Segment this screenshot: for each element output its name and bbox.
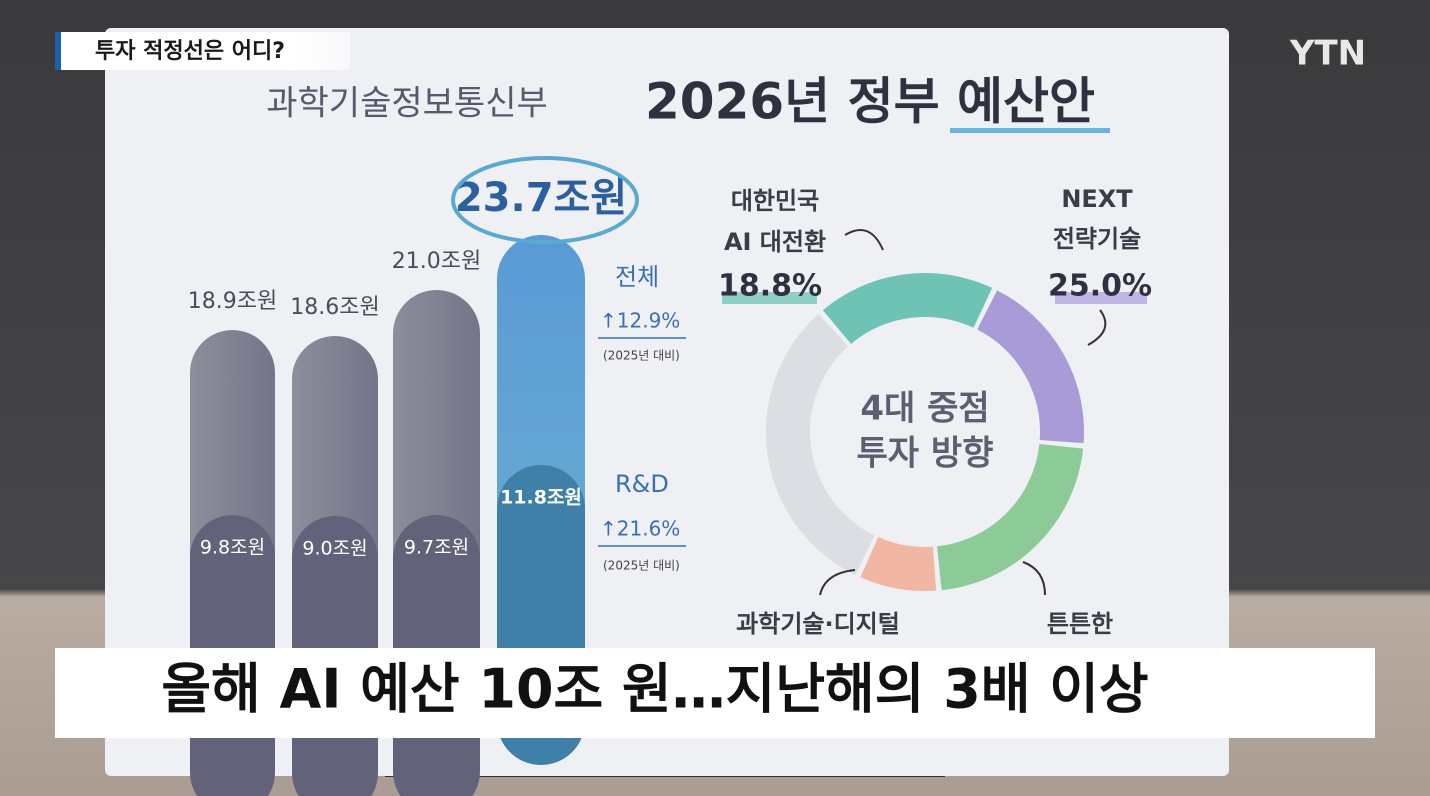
rnd-note-basis: (2025년 대비) [603,559,680,573]
arrow [1087,309,1107,346]
bar-rnd: 9.7조원 [404,537,469,559]
arrow [819,569,856,596]
bar-total: 18.6조원 [290,295,379,320]
donut [766,273,1084,591]
donut-segment [860,536,937,591]
bar-rnd: 11.8조원 [500,487,582,509]
board-title: 2026년 정부 예산안 [645,73,1095,131]
segment-label: 전략기술 [1053,225,1141,253]
bar-total: 18.9조원 [188,289,277,314]
donut-segment [766,313,876,575]
ministry: 과학기술정보통신부 [266,84,548,124]
channel-logo: YTN [1289,34,1366,74]
donut-segment [936,443,1084,591]
bar-total: 21.0조원 [392,249,481,274]
share-underline [1055,292,1147,304]
donut-center: 투자 방향 [857,434,994,474]
rnd-note-label: R&D [615,470,669,498]
highlight-oval [451,156,639,244]
bar-total-highlight: 23.7조원 [455,175,627,221]
segment-share: 18.8% [718,269,822,304]
segment-label: NEXT [1061,185,1133,213]
donut-segment [976,290,1084,444]
arrow [844,229,884,251]
caption-bar [55,648,1375,738]
donut-segment [822,273,993,345]
topic-tag [55,32,350,70]
topic-tag-text: 투자 적정선은 어디? [95,39,285,64]
total-note-label: 전체 [615,263,659,291]
segment-label: 대한민국 [731,187,819,215]
tag-accent [55,32,61,70]
segment-label: 튼튼한 [1047,610,1113,638]
segment-share: 25.0% [1048,269,1152,304]
total-note-basis: (2025년 대비) [603,349,680,363]
share-underline [722,292,817,304]
segment-label: 과학기술·디지털 [736,610,900,638]
arrow [1022,561,1046,596]
caption: 올해 AI 예산 10조 원…지난해의 3배 이상 [161,658,1148,721]
rnd-note-change: ↑21.6% [600,517,680,541]
bar-rnd: 9.0조원 [302,538,367,560]
bar-rnd: 9.8조원 [200,537,265,559]
total-note-change: ↑12.9% [600,309,680,333]
segment-label: AI 대전환 [724,228,826,256]
title-underline [950,128,1110,133]
donut-center: 4대 중점 [860,389,989,429]
